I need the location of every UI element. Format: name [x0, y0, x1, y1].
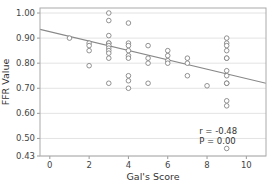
grid-line	[40, 63, 266, 64]
y-tick-label: 0.43	[16, 151, 35, 161]
scatter-point	[224, 104, 229, 109]
scatter-point	[185, 56, 190, 61]
scatter-point	[87, 43, 92, 48]
scatter-point	[126, 86, 131, 91]
x-axis-label: Gal's Score	[126, 171, 179, 182]
scatter-point	[106, 81, 111, 86]
scatter-point	[106, 56, 111, 61]
marks	[40, 11, 266, 151]
y-tick-label: 0.80	[16, 58, 35, 68]
y-tick-label: 0.50	[16, 133, 35, 143]
x-tick-label: 2	[86, 160, 91, 170]
scatter-point	[126, 78, 131, 83]
scatter-point	[106, 18, 111, 23]
scatter-point	[165, 53, 170, 58]
scatter-point	[126, 73, 131, 78]
y-tick-label: 0.70	[16, 83, 35, 93]
scatter-point	[165, 61, 170, 66]
annotation-line: r = -0.48	[199, 126, 237, 136]
y-tick-label: 0.90	[16, 33, 35, 43]
scatter-point	[165, 48, 170, 53]
scatter-point	[224, 56, 229, 61]
scatter-point	[224, 99, 229, 104]
annotation: r = -0.48P = 0.00	[199, 126, 237, 146]
plot-frame	[40, 8, 266, 156]
x-tick-label: 6	[165, 160, 170, 170]
scatter-point	[224, 48, 229, 53]
scatter-point	[224, 81, 229, 86]
scatter-point	[224, 73, 229, 78]
x-tick-label: 0	[47, 160, 52, 170]
y-tick-label: 1.00	[16, 8, 35, 18]
scatter-point	[87, 63, 92, 68]
grid-line	[40, 113, 266, 114]
scatter-point	[67, 36, 72, 41]
x-tick-label: 10	[241, 160, 252, 170]
scatter-point	[185, 61, 190, 66]
chart: 0.43 0.50 0.60 0.70 0.80 0.90 1.00 0 2 4 6 8 10 Gal's…	[0, 0, 274, 184]
scatter-point	[87, 48, 92, 53]
scatter-point	[126, 21, 131, 26]
scatter-point	[224, 81, 229, 86]
scatter-point	[205, 83, 210, 88]
y-tick-label: 0.60	[16, 108, 35, 118]
scatter-point	[126, 48, 131, 53]
scatter-point	[146, 43, 151, 48]
annotation-line: P = 0.00	[199, 136, 236, 146]
scatter-point	[126, 56, 131, 61]
x-tick-label: 8	[204, 160, 209, 170]
scatter-point	[146, 81, 151, 86]
plot-area	[40, 8, 266, 156]
scatter-point	[224, 36, 229, 41]
x-tick-label: 4	[126, 160, 131, 170]
scatter-point	[146, 56, 151, 61]
scatter-point	[126, 43, 131, 48]
scatter-point	[185, 73, 190, 78]
scatter-point	[224, 43, 229, 48]
scatter-point	[224, 146, 229, 151]
scatter-point	[106, 33, 111, 38]
regression-line	[40, 29, 266, 83]
scatter-point	[106, 51, 111, 56]
grid-line	[40, 13, 266, 14]
scatter-point	[146, 61, 151, 66]
scatter-point	[224, 56, 229, 61]
scatter-point	[224, 68, 229, 73]
grid-line	[40, 88, 266, 89]
y-axis-label: FFR Value	[0, 59, 11, 106]
scatter-point	[106, 11, 111, 16]
